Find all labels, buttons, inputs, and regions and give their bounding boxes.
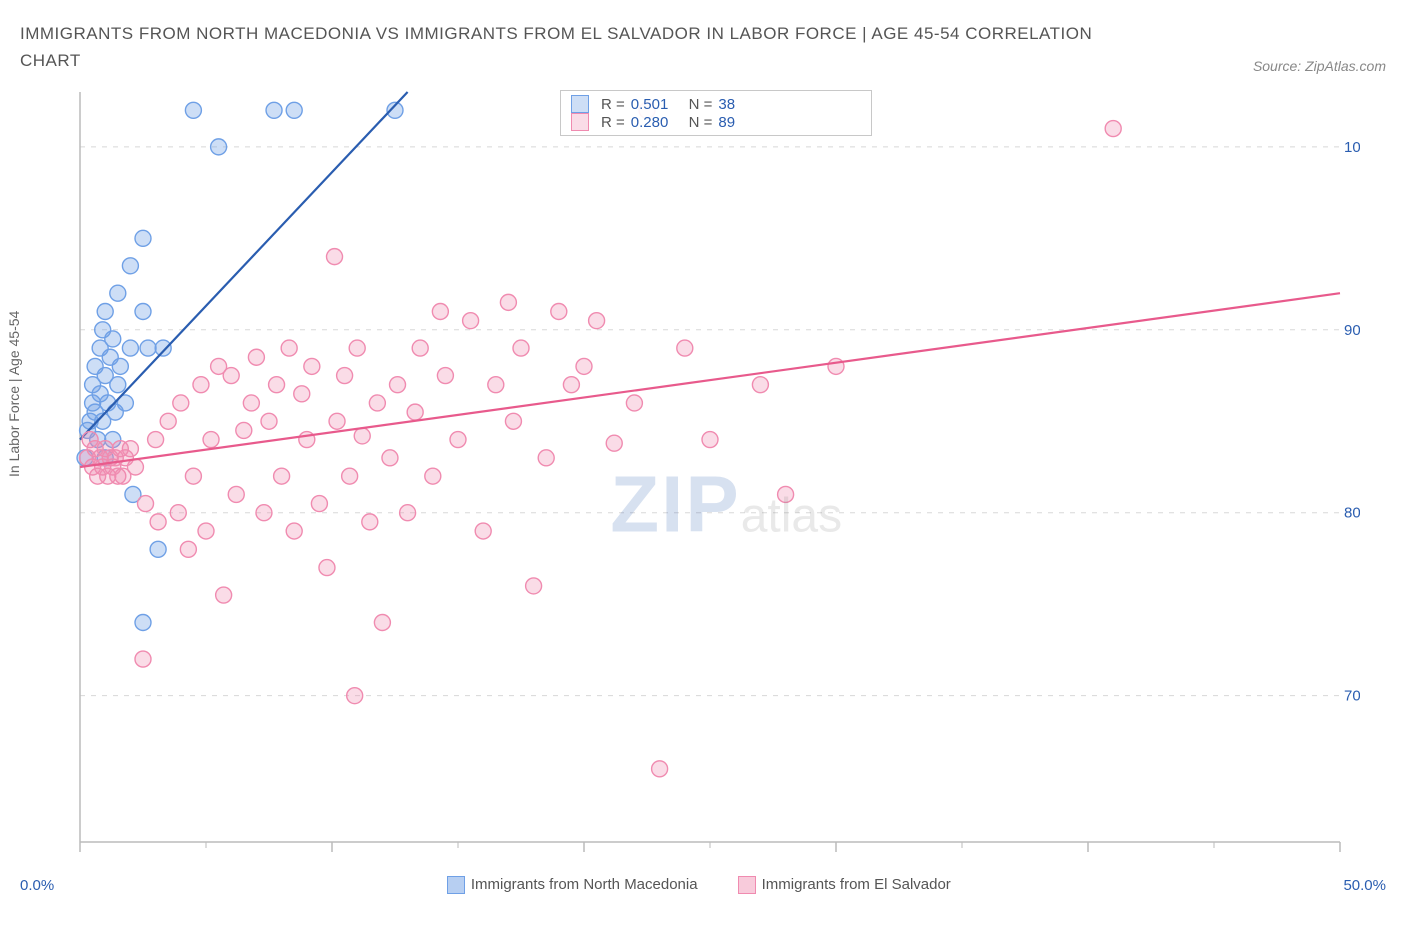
y-axis-label: In Labor Force | Age 45-54 — [6, 311, 22, 477]
legend-item: Immigrants from El Salvador — [738, 876, 951, 894]
legend-item: Immigrants from North Macedonia — [447, 876, 698, 894]
svg-text:80.0%: 80.0% — [1344, 505, 1360, 522]
chart-container: In Labor Force | Age 45-54 70.0%80.0%90.… — [20, 82, 1386, 872]
scatter-chart: 70.0% 80.0% 90.0% 100.0% — [20, 82, 1360, 872]
stats-row: R = 0.501 N = 38 — [571, 95, 861, 113]
svg-text:90.0%: 90.0% — [1344, 322, 1360, 339]
x-axis-max-label: 50.0% — [1343, 877, 1386, 894]
svg-text:100.0%: 100.0% — [1344, 139, 1360, 156]
stats-row: R = 0.280 N = 89 — [571, 113, 861, 131]
x-axis-min-label: 0.0% — [20, 877, 54, 894]
stats-legend-box: R = 0.501 N = 38R = 0.280 N = 89 — [560, 90, 872, 136]
source-attribution: Source: ZipAtlas.com — [1253, 58, 1386, 74]
chart-title: IMMIGRANTS FROM NORTH MACEDONIA VS IMMIG… — [20, 20, 1120, 74]
svg-text:70.0%: 70.0% — [1344, 688, 1360, 705]
bottom-legend: 0.0% Immigrants from North Macedonia Immi… — [20, 876, 1386, 894]
